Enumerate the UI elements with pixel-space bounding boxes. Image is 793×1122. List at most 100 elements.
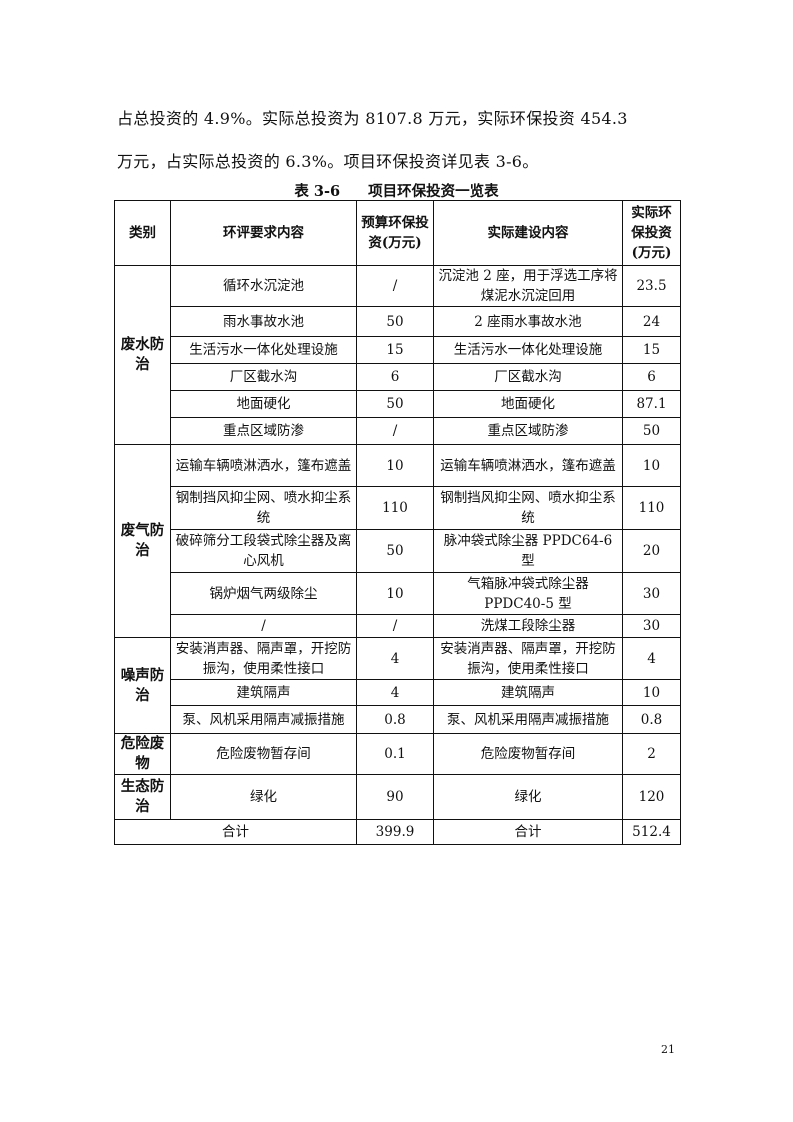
required-content-cell: 生活污水一体化处理设施 xyxy=(170,336,357,364)
category-cell: 废气防治 xyxy=(114,444,171,638)
required-content-cell: 建筑隔声 xyxy=(170,679,357,706)
actual-investment-cell: 15 xyxy=(622,336,681,364)
total-actual: 512.4 xyxy=(622,819,681,845)
budget-investment-cell: 10 xyxy=(356,572,434,615)
required-content-cell: 雨水事故水池 xyxy=(170,306,357,337)
table-row: 废水防治 循环水沉淀池 / 沉淀池 2 座，用于浮选工序将煤泥水沉淀回用 23.5 xyxy=(114,265,681,445)
actual-investment-cell: 10 xyxy=(622,444,681,487)
actual-investment-cell: 20 xyxy=(622,529,681,573)
table-row: 建筑隔声 4 建筑隔声 10 xyxy=(115,679,681,706)
actual-investment-cell: 30 xyxy=(622,572,681,615)
actual-content-cell: 地面硬化 xyxy=(433,390,623,418)
actual-content-cell: 重点区域防渗 xyxy=(433,417,623,445)
actual-investment-cell: 120 xyxy=(622,774,681,820)
table-row: 泵、风机采用隔声减振措施 0.8 泵、风机采用隔声减振措施 0.8 xyxy=(115,705,681,734)
required-content-cell: 钢制挡风抑尘网、喷水抑尘系统 xyxy=(170,486,357,530)
budget-investment-cell: 50 xyxy=(356,529,434,573)
budget-investment-cell: 6 xyxy=(356,363,434,391)
total-row: 合计 399.9 合计 512.4 xyxy=(114,819,681,845)
required-content-cell: 安装消声器、隔声罩，开挖防振沟，使用柔性接口 xyxy=(170,637,357,680)
total-actual-label: 合计 xyxy=(433,819,623,845)
budget-investment-cell: 10 xyxy=(356,444,434,487)
table-row: 破碎筛分工段袋式除尘器及离心风机 50 脉冲袋式除尘器 PPDC64-6 型 20 xyxy=(115,529,681,573)
actual-content-cell: 危险废物暂存间 xyxy=(433,733,623,775)
actual-content-cell: 绿化 xyxy=(433,774,623,820)
table-number: 表 3-6 xyxy=(294,183,341,200)
table-row: 重点区域防渗 / 重点区域防渗 50 xyxy=(115,417,681,445)
header-required: 环评要求内容 xyxy=(170,200,357,266)
category-cell: 废水防治 xyxy=(114,265,171,445)
actual-investment-cell: 87.1 xyxy=(622,390,681,418)
actual-content-cell: 脉冲袋式除尘器 PPDC64-6 型 xyxy=(433,529,623,573)
actual-content-cell: 厂区截水沟 xyxy=(433,363,623,391)
page-number: 21 xyxy=(661,1043,675,1056)
required-content-cell: 循环水沉淀池 xyxy=(170,265,357,307)
actual-content-cell: 建筑隔声 xyxy=(433,679,623,706)
actual-content-cell: 气箱脉冲袋式除尘器 PPDC40-5 型 xyxy=(433,572,623,615)
actual-content-cell: 钢制挡风抑尘网、喷水抑尘系统 xyxy=(433,486,623,530)
required-content-cell: 运输车辆喷淋洒水，篷布遮盖 xyxy=(170,444,357,487)
table-row: 雨水事故水池 50 2 座雨水事故水池 24 xyxy=(115,306,681,337)
required-content-cell: 泵、风机采用隔声减振措施 xyxy=(170,705,357,734)
actual-investment-cell: 50 xyxy=(622,417,681,445)
total-label: 合计 xyxy=(114,819,357,845)
actual-investment-cell: 23.5 xyxy=(622,265,681,307)
budget-investment-cell: / xyxy=(356,417,434,445)
budget-investment-cell: 15 xyxy=(356,336,434,364)
required-content-cell: / xyxy=(170,614,357,638)
actual-content-cell: 生活污水一体化处理设施 xyxy=(433,336,623,364)
required-content-cell: 危险废物暂存间 xyxy=(170,733,357,775)
header-category: 类别 xyxy=(114,200,171,266)
category-cell: 噪声防治 xyxy=(114,637,171,734)
header-actual-investment: 实际环保投资(万元) xyxy=(622,200,681,266)
table-row: / / 洗煤工段除尘器 30 xyxy=(115,614,681,638)
environmental-investment-table: 类别 环评要求内容 预算环保投资(万元) 实际建设内容 实际环保投资(万元) 废… xyxy=(114,200,681,845)
table-row: 厂区截水沟 6 厂区截水沟 6 xyxy=(115,363,681,391)
budget-investment-cell: 4 xyxy=(356,679,434,706)
required-content-cell: 绿化 xyxy=(170,774,357,820)
category-cell: 危险废物 xyxy=(114,733,171,775)
table-row: 锅炉烟气两级除尘 10 气箱脉冲袋式除尘器 PPDC40-5 型 30 xyxy=(115,572,681,615)
table-row: 地面硬化 50 地面硬化 87.1 xyxy=(115,390,681,418)
table-title: 项目环保投资一览表 xyxy=(368,183,499,200)
table-header-row: 类别 环评要求内容 预算环保投资(万元) 实际建设内容 实际环保投资(万元) xyxy=(114,200,681,266)
actual-investment-cell: 6 xyxy=(622,363,681,391)
table-row: 噪声防治 安装消声器、隔声罩，开挖防振沟，使用柔性接口 4 安装消声器、隔声罩，开挖防… xyxy=(114,637,681,734)
table-row: 钢制挡风抑尘网、喷水抑尘系统 110 钢制挡风抑尘网、喷水抑尘系统 110 xyxy=(115,486,681,530)
actual-content-cell: 运输车辆喷淋洒水，篷布遮盖 xyxy=(433,444,623,487)
table-row: 生活污水一体化处理设施 15 生活污水一体化处理设施 15 xyxy=(115,336,681,364)
budget-investment-cell: 0.1 xyxy=(356,733,434,775)
body-paragraph-line-2: 万元，占实际总投资的 6.3%。项目环保投资详见表 3-6。 xyxy=(117,152,539,171)
required-content-cell: 破碎筛分工段袋式除尘器及离心风机 xyxy=(170,529,357,573)
budget-investment-cell: 0.8 xyxy=(356,705,434,734)
actual-content-cell: 安装消声器、隔声罩，开挖防振沟，使用柔性接口 xyxy=(433,637,623,680)
budget-investment-cell: 4 xyxy=(356,637,434,680)
budget-investment-cell: 110 xyxy=(356,486,434,530)
table-row: 危险废物 危险废物暂存间 0.1 危险废物暂存间 2 xyxy=(114,733,681,775)
actual-content-cell: 泵、风机采用隔声减振措施 xyxy=(433,705,623,734)
header-actual-content: 实际建设内容 xyxy=(433,200,623,266)
actual-investment-cell: 110 xyxy=(622,486,681,530)
actual-investment-cell: 2 xyxy=(622,733,681,775)
actual-investment-cell: 4 xyxy=(622,637,681,680)
actual-investment-cell: 30 xyxy=(622,614,681,638)
actual-content-cell: 沉淀池 2 座，用于浮选工序将煤泥水沉淀回用 xyxy=(433,265,623,307)
actual-investment-cell: 24 xyxy=(622,306,681,337)
actual-content-cell: 洗煤工段除尘器 xyxy=(433,614,623,638)
budget-investment-cell: / xyxy=(356,614,434,638)
actual-investment-cell: 10 xyxy=(622,679,681,706)
table-caption: 表 3-6 项目环保投资一览表 xyxy=(0,180,793,201)
required-content-cell: 厂区截水沟 xyxy=(170,363,357,391)
table-row: 废气防治 运输车辆喷淋洒水，篷布遮盖 10 运输车辆喷淋洒水，篷布遮盖 10 xyxy=(114,444,681,638)
required-content-cell: 锅炉烟气两级除尘 xyxy=(170,572,357,615)
budget-investment-cell: 50 xyxy=(356,390,434,418)
actual-content-cell: 2 座雨水事故水池 xyxy=(433,306,623,337)
table-row: 生态防治 绿化 90 绿化 120 xyxy=(114,774,681,820)
required-content-cell: 重点区域防渗 xyxy=(170,417,357,445)
category-cell: 生态防治 xyxy=(114,774,171,820)
budget-investment-cell: 90 xyxy=(356,774,434,820)
body-paragraph-line-1: 占总投资的 4.9%。实际总投资为 8107.8 万元，实际环保投资 454.3 xyxy=(117,109,628,128)
total-budget: 399.9 xyxy=(356,819,434,845)
required-content-cell: 地面硬化 xyxy=(170,390,357,418)
header-budget: 预算环保投资(万元) xyxy=(356,200,434,266)
